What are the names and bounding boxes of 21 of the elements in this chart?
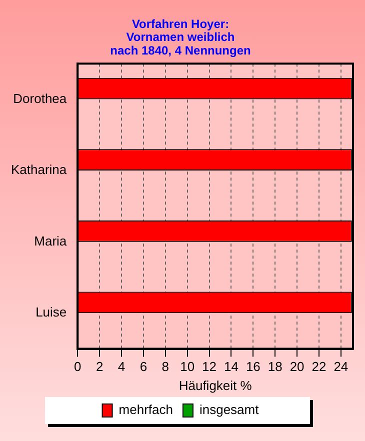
chart-title: Vorfahren Hoyer: Vornamen weiblich nach 1840, 4 Nennungen [110, 16, 251, 58]
x-tick-label: 6 [140, 359, 148, 374]
x-tick-label: 14 [224, 359, 238, 374]
legend-label: mehrfach [118, 402, 173, 418]
x-tick-label: 4 [118, 359, 126, 374]
y-tick-label: Dorothea [13, 90, 68, 106]
x-tick-label: 20 [290, 359, 304, 374]
y-tick-label: Katharina [10, 162, 68, 178]
x-tick-label: 24 [334, 359, 348, 374]
x-tick-label: 8 [162, 359, 170, 374]
legend-label: insgesamt [199, 402, 260, 418]
x-tick-label: 2 [96, 359, 104, 374]
x-tick-label: 16 [246, 359, 260, 374]
x-tick-label: 12 [202, 359, 217, 374]
x-tick-label: 18 [268, 359, 282, 374]
x-tick-label: 0 [74, 359, 82, 374]
y-tick-label: Luise [36, 304, 67, 320]
x-axis-title: Häufigkeit % [178, 378, 252, 393]
x-tick-label: 10 [180, 359, 195, 374]
y-tick-label: Maria [34, 233, 68, 248]
x-tick-label: 22 [312, 359, 326, 374]
